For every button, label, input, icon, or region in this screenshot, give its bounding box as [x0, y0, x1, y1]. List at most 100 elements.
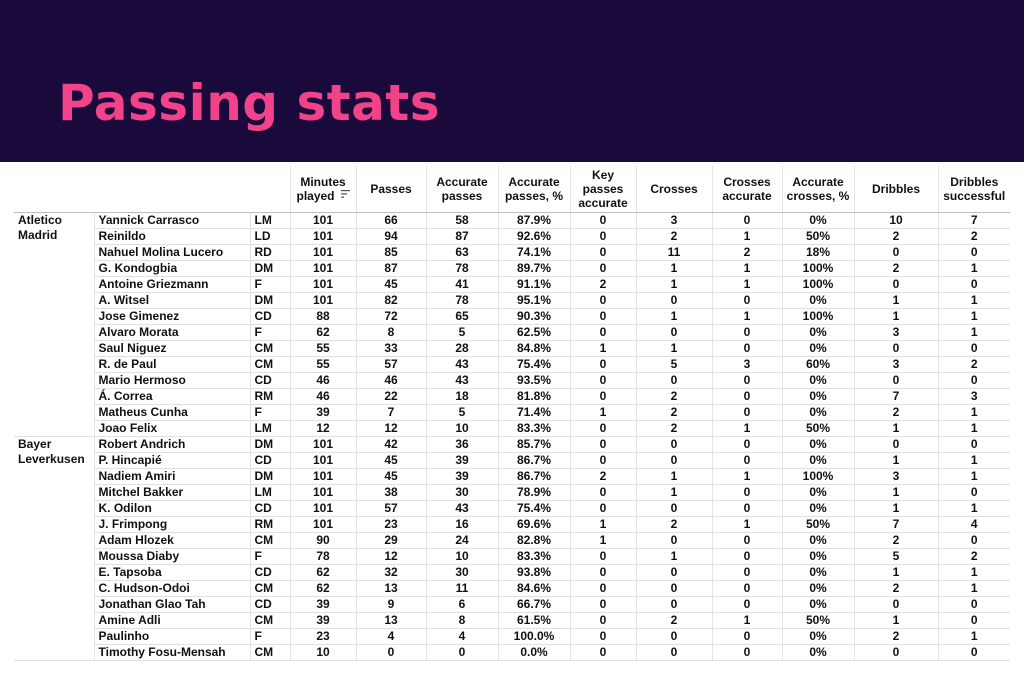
stat-cell: 22 — [355, 388, 426, 405]
stat-cell: 101 — [289, 260, 356, 277]
stat-cell: 50% — [781, 612, 854, 629]
table-row: Mario Hermoso CD 46 46 43 93.5% 0 0 0 0% 0 0 — [14, 372, 1010, 389]
stat-cell: 0% — [781, 340, 854, 357]
table-row: Timothy Fosu-Mensah CM 10 0 0 0.0% 0 0 0 0% 0 0 — [14, 644, 1010, 661]
stat-cell: 41 — [425, 276, 498, 293]
player-position: CM — [249, 532, 290, 549]
stat-cell: 100% — [781, 276, 854, 293]
stat-cell: 1 — [937, 452, 1010, 469]
stat-cell: 93.5% — [497, 372, 570, 389]
stat-cell: 0 — [635, 372, 712, 389]
stat-cell: 101 — [289, 292, 356, 309]
stat-cell: 91.1% — [497, 276, 570, 293]
table-row: Adam Hlozek CM 90 29 24 82.8% 1 0 0 0% 2 0 — [14, 532, 1010, 549]
column-header[interactable]: Accurate passes — [425, 166, 498, 213]
stat-cell: 0 — [937, 276, 1010, 293]
stat-cell: 0 — [569, 308, 636, 325]
player-position: F — [249, 276, 290, 293]
stat-cell: 0% — [781, 548, 854, 565]
table-row: Joao Felix LM 12 12 10 83.3% 0 2 1 50% 1 1 — [14, 420, 1010, 437]
table-row: Á. Correa RM 46 22 18 81.8% 0 2 0 0% 7 3 — [14, 388, 1010, 405]
stat-cell: 0% — [781, 372, 854, 389]
stat-cell: 10 — [425, 420, 498, 437]
table-row: Nadiem Amiri DM 101 45 39 86.7% 2 1 1 100% 3 1 — [14, 468, 1010, 485]
player-name: Adam Hlozek — [93, 532, 250, 549]
stat-cell: 12 — [289, 420, 356, 437]
stat-cell: 90 — [289, 532, 356, 549]
stat-cell: 50% — [781, 228, 854, 245]
stat-cell: 84.6% — [497, 580, 570, 597]
table-row: G. Kondogbia DM 101 87 78 89.7% 0 1 1 100% 2 1 — [14, 260, 1010, 277]
stat-cell: 0 — [937, 484, 1010, 501]
stat-cell: 0 — [569, 324, 636, 341]
stat-cell: 45 — [355, 468, 426, 485]
stat-cell: 39 — [289, 596, 356, 613]
stat-cell: 1 — [853, 484, 938, 501]
stat-cell: 1 — [569, 532, 636, 549]
stat-cell: 1 — [937, 580, 1010, 597]
stat-cell: 0% — [781, 644, 854, 661]
stat-cell: 3 — [853, 356, 938, 373]
stat-cell: 36 — [425, 436, 498, 453]
stat-cell: 0% — [781, 212, 854, 229]
stat-cell: 24 — [425, 532, 498, 549]
stat-cell: 46 — [355, 372, 426, 389]
stat-cell: 1 — [635, 308, 712, 325]
stat-cell: 2 — [635, 228, 712, 245]
column-header-label: Dribbles successful — [943, 175, 1006, 203]
stat-cell: 2 — [853, 580, 938, 597]
player-position: F — [249, 548, 290, 565]
stat-cell: 0 — [711, 548, 782, 565]
column-header[interactable]: Minutes played — [289, 166, 356, 213]
stat-cell: 1 — [937, 292, 1010, 309]
table-row: Matheus Cunha F 39 7 5 71.4% 1 2 0 0% 2 1 — [14, 404, 1010, 421]
column-header[interactable]: Crosses accurate — [711, 166, 782, 213]
column-header-label: Accurate passes, % — [504, 175, 564, 203]
column-header-label: Accurate crosses, % — [786, 175, 850, 203]
stat-cell: 1 — [937, 564, 1010, 581]
stat-cell: 87.9% — [497, 212, 570, 229]
team-name: Atletico Madrid — [14, 212, 94, 437]
stat-cell: 1 — [711, 260, 782, 277]
stat-cell: 0 — [711, 484, 782, 501]
stat-cell: 83.3% — [497, 420, 570, 437]
player-column-header — [94, 166, 250, 213]
stat-cell: 0 — [569, 228, 636, 245]
stat-cell: 1 — [711, 612, 782, 629]
table-row: R. de Paul CM 55 57 43 75.4% 0 5 3 60% 3 2 — [14, 356, 1010, 373]
column-header[interactable]: Key passes accurate — [569, 166, 636, 213]
stat-cell: 0% — [781, 388, 854, 405]
player-name: R. de Paul — [93, 356, 250, 373]
stat-cell: 60% — [781, 356, 854, 373]
column-header[interactable]: Accurate crosses, % — [781, 166, 854, 213]
column-header[interactable]: Crosses — [635, 166, 712, 213]
stat-cell: 0 — [711, 580, 782, 597]
column-header[interactable]: Dribbles — [853, 166, 938, 213]
stat-cell: 0 — [711, 628, 782, 645]
stat-cell: 0 — [937, 436, 1010, 453]
sort-descending-icon[interactable] — [340, 189, 350, 203]
stat-cell: 4 — [355, 628, 426, 645]
stat-cell: 45 — [355, 452, 426, 469]
stat-cell: 82 — [355, 292, 426, 309]
column-header[interactable]: Dribbles successful — [937, 166, 1010, 213]
column-header[interactable]: Accurate passes, % — [497, 166, 570, 213]
player-name: Nahuel Molina Lucero — [93, 244, 250, 261]
player-position: F — [249, 324, 290, 341]
stat-cell: 39 — [289, 404, 356, 421]
stat-cell: 5 — [853, 548, 938, 565]
stat-cell: 90.3% — [497, 308, 570, 325]
stat-cell: 2 — [635, 612, 712, 629]
table-row: Mitchel Bakker LM 101 38 30 78.9% 0 1 0 0% 1 0 — [14, 484, 1010, 501]
table-row: Jonathan Glao Tah CD 39 9 6 66.7% 0 0 0 0% 0 0 — [14, 596, 1010, 613]
column-header-label: Crosses accurate — [722, 175, 772, 203]
player-position: DM — [249, 468, 290, 485]
stat-cell: 0 — [635, 580, 712, 597]
table-row: C. Hudson-Odoi CM 62 13 11 84.6% 0 0 0 0% 2 1 — [14, 580, 1010, 597]
stat-cell: 2 — [853, 228, 938, 245]
stat-cell: 7 — [355, 404, 426, 421]
stat-cell: 39 — [425, 468, 498, 485]
column-header[interactable]: Passes — [355, 166, 426, 213]
stat-cell: 0% — [781, 500, 854, 517]
column-header-label: Minutes played — [296, 174, 346, 203]
